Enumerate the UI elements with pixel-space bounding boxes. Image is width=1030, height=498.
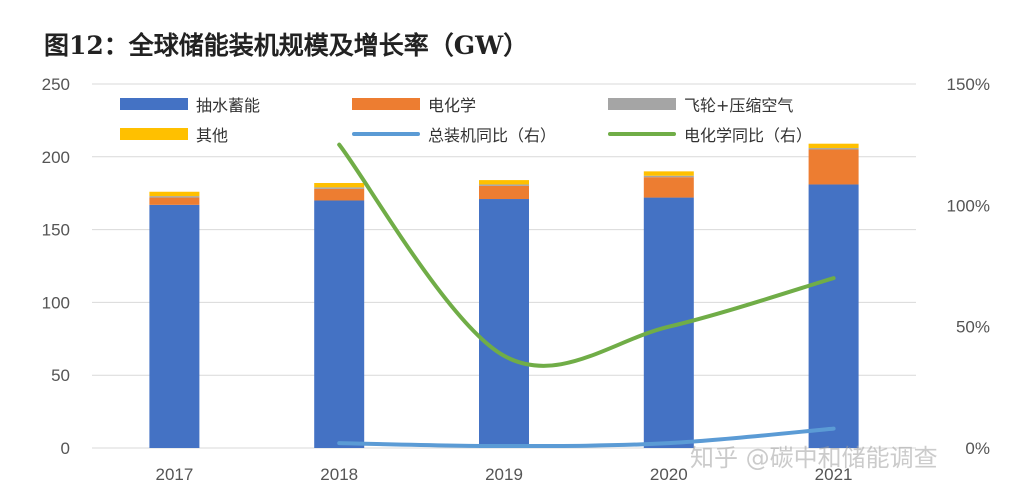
y2-tick-label: 150%	[947, 75, 990, 94]
x-tick-label: 2018	[320, 465, 358, 484]
bar-segment	[314, 188, 365, 201]
legend-label: 其他	[196, 126, 229, 145]
legend-swatch	[352, 132, 420, 136]
bar-segment	[149, 197, 200, 205]
legend-swatch	[352, 98, 420, 110]
bar-segment	[314, 187, 365, 189]
bar-segment	[643, 175, 694, 178]
legend-item: 电化学	[352, 92, 476, 116]
x-tick-label: 2021	[815, 465, 853, 484]
y-tick-label: 150	[42, 221, 70, 240]
line-electrochem-yoy	[337, 142, 836, 368]
legend-item: 飞轮+压缩空气	[608, 92, 793, 116]
bar-segment	[643, 177, 694, 198]
legend-swatch	[608, 98, 676, 110]
y2-tick-label: 0%	[965, 439, 990, 458]
bar-segment	[479, 180, 529, 185]
x-tick-label: 2020	[650, 465, 688, 484]
bar-segment	[314, 183, 365, 188]
bar-segment	[149, 191, 200, 197]
bar-segment	[808, 143, 859, 149]
legend-swatch	[120, 98, 188, 110]
y-tick-label: 100	[42, 293, 70, 312]
y-tick-label: 0	[61, 439, 70, 458]
watermark: 知乎 @碳中和储能调查	[690, 444, 938, 472]
x-tick-label: 2017	[155, 465, 193, 484]
legend-item: 其他	[120, 122, 228, 146]
legend-item: 电化学同比（右）	[608, 122, 812, 146]
legend-label: 飞轮+压缩空气	[684, 96, 794, 115]
bar-segment	[808, 148, 859, 150]
bar-segment	[643, 171, 694, 176]
legend-label: 电化学同比（右）	[684, 126, 813, 145]
bar-segment	[149, 204, 200, 448]
bar-segment	[479, 185, 529, 200]
chart-title: 图12：全球储能装机规模及增长率（GW）	[44, 31, 529, 60]
y-tick-label: 50	[51, 366, 70, 385]
legend-label: 电化学	[428, 96, 477, 115]
legend-item: 抽水蓄能	[120, 92, 260, 116]
y2-tick-label: 100%	[947, 196, 990, 215]
y-tick-label: 200	[42, 148, 70, 167]
legend-swatch	[608, 132, 676, 136]
bar-segment	[808, 184, 859, 449]
y-tick-label: 250	[42, 75, 70, 94]
bar-segment	[149, 196, 200, 198]
legend-item: 总装机同比（右）	[352, 122, 556, 146]
bar-segment	[314, 200, 365, 448]
legend-swatch	[120, 128, 188, 140]
line-total-yoy	[337, 426, 836, 449]
y2-tick-label: 50%	[956, 318, 990, 337]
legend-label: 总装机同比（右）	[428, 126, 557, 145]
x-tick-label: 2019	[485, 465, 523, 484]
bar-segment	[479, 184, 529, 186]
bar-segment	[808, 149, 859, 185]
legend-label: 抽水蓄能	[196, 96, 261, 115]
bar-segment	[479, 199, 529, 448]
